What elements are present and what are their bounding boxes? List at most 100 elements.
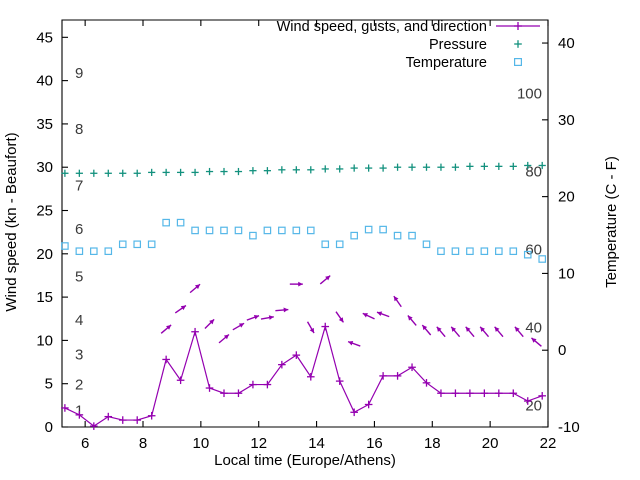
- y-tick-label: 15: [36, 289, 53, 306]
- arrow-head: [338, 317, 344, 323]
- temperature-point: [176, 218, 185, 227]
- wind-direction-arrow: [306, 321, 315, 334]
- arrow-head: [480, 326, 485, 332]
- arrow-head: [362, 313, 368, 318]
- x-axis-ticks: 6 8 10 12 14 16 18 20 22: [81, 20, 556, 452]
- arrow-head: [465, 326, 471, 332]
- y-tick-label: 20: [36, 246, 53, 263]
- beaufort-label: 5: [75, 268, 83, 285]
- wind-direction-arrow: [421, 324, 432, 336]
- y-axis-ticks: 0 5 10 15 20 25 30 35 40 45: [36, 29, 68, 436]
- temperature-point: [147, 240, 156, 249]
- y-tick-label: 0: [45, 419, 53, 436]
- y2-tick-label: 20: [558, 189, 575, 206]
- arrow-head: [348, 340, 354, 346]
- temperature-point: [379, 225, 387, 234]
- x-tick-label: 12: [250, 435, 267, 452]
- x-tick-label: 22: [540, 435, 557, 452]
- legend-label: Pressure: [429, 37, 487, 53]
- y-axis-title: Wind speed (kn - Beaufort): [3, 132, 20, 311]
- legend-marker: [513, 57, 522, 66]
- y-tick-label: 5: [45, 376, 53, 393]
- temperature-point: [104, 247, 113, 256]
- wind-direction-arrow: [160, 324, 172, 334]
- fahrenheit-label: 60: [525, 242, 542, 259]
- y-tick-label: 10: [36, 332, 53, 349]
- temperature-point: [495, 247, 503, 256]
- arrow-head: [422, 325, 428, 331]
- wind-direction-arrow: [260, 315, 274, 320]
- temperature-point: [234, 226, 243, 235]
- temperature-point: [408, 231, 416, 240]
- arrow-head: [253, 314, 260, 320]
- x-tick-label: 16: [366, 435, 383, 452]
- temperature-point: [422, 240, 431, 249]
- y2-tick-label: -10: [558, 419, 580, 436]
- wind-speed-line: [64, 324, 543, 427]
- x-tick-label: 10: [193, 435, 210, 452]
- temperature-point: [364, 225, 373, 234]
- legend-label: Temperature: [406, 55, 487, 71]
- wind-direction-arrow: [347, 340, 361, 347]
- fahrenheit-label: 40: [525, 320, 542, 337]
- wind-direction-arrow: [335, 311, 345, 323]
- arrow-head: [268, 315, 274, 320]
- arrow-head: [180, 305, 186, 311]
- temperature-point: [451, 247, 460, 256]
- arrow-head: [283, 307, 289, 313]
- beaufort-label: 4: [75, 312, 83, 329]
- arrow-head: [494, 326, 500, 332]
- y-tick-label: 45: [36, 29, 53, 46]
- fahrenheit-label: 20: [525, 397, 542, 414]
- temperature-point: [523, 250, 532, 259]
- wind-direction-arrow: [494, 326, 504, 338]
- arrow-head: [531, 337, 537, 343]
- x-tick-label: 6: [81, 435, 89, 452]
- wind-direction-arrows: [160, 275, 542, 347]
- wind-direction-arrow: [362, 312, 375, 320]
- arrow-head: [393, 296, 399, 302]
- wind-direction-arrow: [319, 275, 331, 285]
- wind-direction-arrow: [232, 322, 245, 331]
- arrow-head: [309, 327, 315, 334]
- temperature-point: [509, 247, 518, 256]
- legend-entry: Pressure: [429, 37, 522, 53]
- arrow-head: [376, 311, 383, 317]
- y-tick-label: 30: [36, 159, 53, 176]
- series-wind-speed: [61, 322, 547, 430]
- temperature-point: [118, 240, 127, 249]
- wind-direction-arrow: [465, 326, 475, 338]
- y2-tick-label: 40: [558, 35, 575, 52]
- arrow-head: [298, 281, 303, 287]
- temperature-point: [162, 218, 170, 227]
- y2-tick-label: 0: [558, 342, 566, 359]
- y2-tick-label: 10: [558, 265, 575, 282]
- temperature-point: [466, 247, 474, 256]
- temperature-point: [321, 240, 330, 249]
- arrow-head: [238, 323, 245, 328]
- temperature-point: [191, 226, 199, 235]
- wind-direction-arrow: [218, 333, 230, 344]
- wind-direction-arrow: [436, 326, 446, 338]
- y2-tick-label: 30: [558, 112, 575, 129]
- wind-direction-arrow: [393, 295, 402, 308]
- temperature-point: [538, 255, 547, 263]
- beaufort-label: 7: [75, 178, 83, 195]
- fahrenheit-label: 80: [525, 164, 542, 181]
- series-temperature: [61, 218, 547, 263]
- y-tick-label: 35: [36, 116, 53, 133]
- wind-direction-arrow: [450, 326, 461, 338]
- x-axis-title: Local time (Europe/Athens): [214, 452, 396, 469]
- wind-direction-arrow: [174, 304, 187, 314]
- temperature-point: [263, 226, 272, 235]
- series-pressure: [61, 161, 546, 177]
- temperature-point: [306, 226, 315, 235]
- arrow-head: [223, 334, 229, 340]
- arrow-head: [436, 326, 442, 332]
- legend-label: Wind speed, gusts, and direction: [277, 19, 487, 35]
- temperature-point: [278, 226, 286, 235]
- temperature-point: [133, 240, 142, 249]
- legend-entry: Wind speed, gusts, and direction: [277, 19, 540, 35]
